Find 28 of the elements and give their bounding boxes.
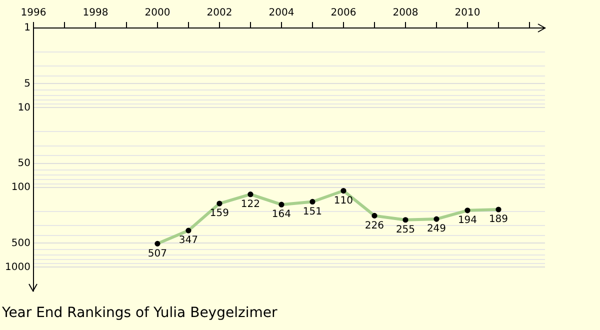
x-tick-label: 2006 (330, 8, 356, 19)
data-label: 347 (178, 235, 198, 246)
data-label: 189 (488, 214, 508, 226)
data-label: 226 (364, 220, 384, 232)
data-label: 507 (148, 248, 168, 260)
data-label: 110 (334, 195, 354, 206)
data-label: 194 (458, 215, 478, 226)
y-tick-label: 5 (24, 78, 30, 90)
data-label: 159 (210, 208, 230, 220)
data-label: 249 (426, 224, 446, 235)
data-label: 151 (302, 206, 322, 218)
text: Year End Rankings of Yulia Beygelzimer (1, 305, 278, 322)
data-label: 122 (240, 198, 260, 210)
x-tick-label: 2008 (392, 8, 418, 19)
y-tick-label: 1 (24, 22, 30, 34)
x-tick-label: 2000 (144, 8, 170, 19)
y-tick-label: 100 (11, 182, 30, 194)
x-tick-label: 2010 (454, 8, 480, 19)
data-label: 164 (272, 209, 292, 220)
y-tick-label: 1000 (4, 262, 30, 273)
data-label: 255 (396, 224, 416, 236)
x-tick-label: 1996 (20, 8, 46, 19)
x-tick-label: 1998 (82, 8, 108, 19)
y-tick-label: 10 (18, 102, 30, 114)
x-tick-label: 2004 (268, 8, 294, 19)
x-tick-label: 2002 (206, 8, 232, 19)
y-tick-label: 500 (11, 238, 30, 249)
y-tick-label: 50 (18, 158, 30, 170)
